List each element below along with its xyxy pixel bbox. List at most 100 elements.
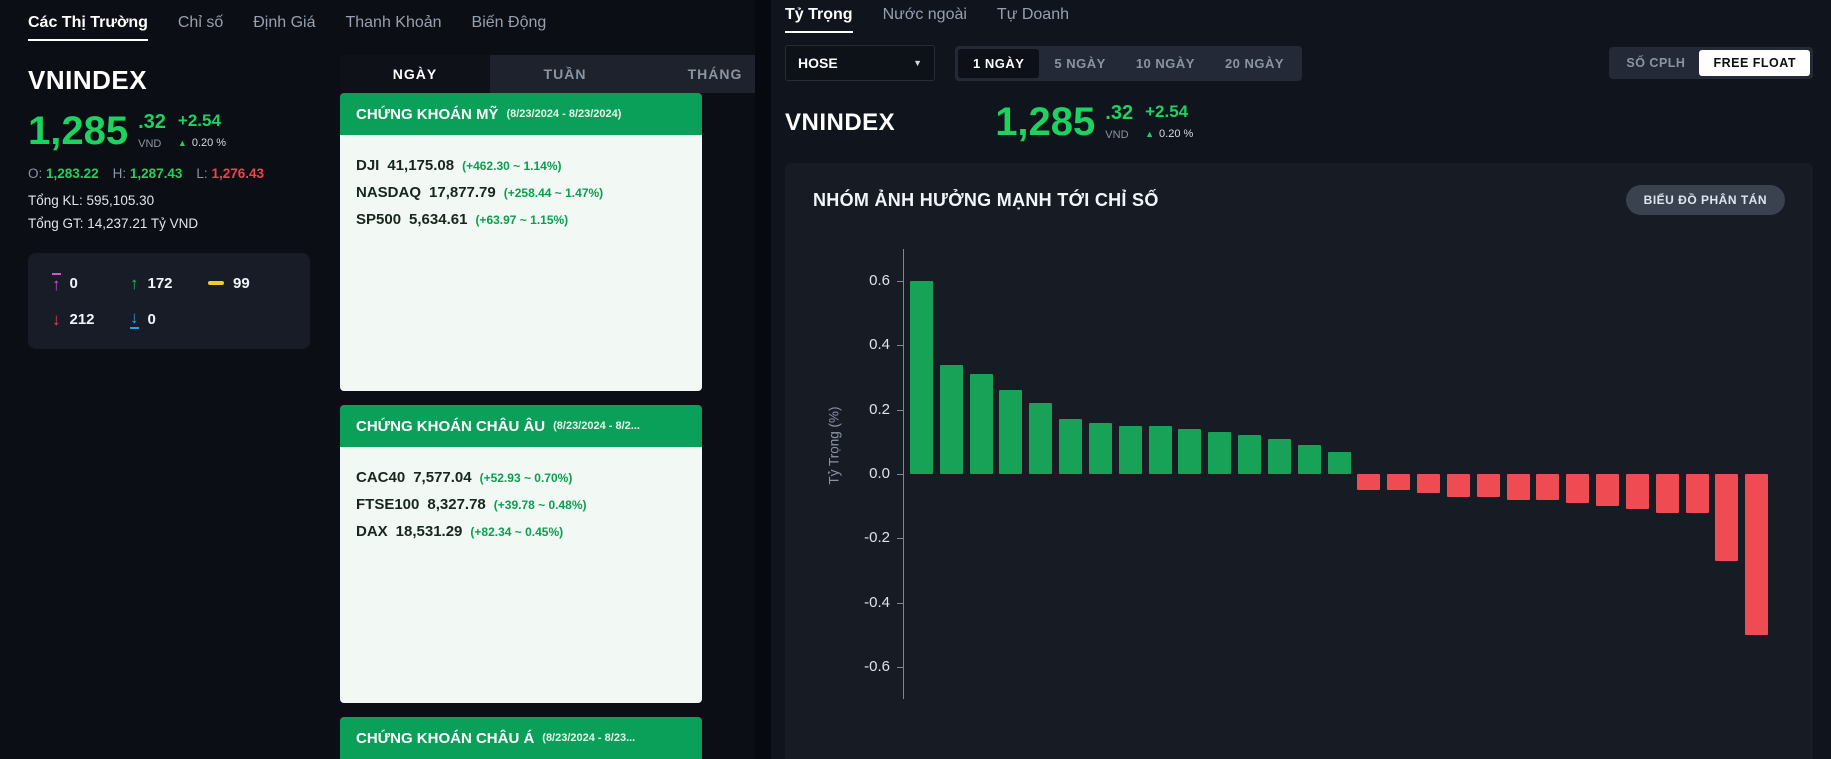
market-row: CAC40 7,577.04 (+52.93 ~ 0.70%) [356, 469, 686, 486]
y-axis-label: Tỷ Trọng (%) [826, 406, 842, 485]
open-value: 1,283.22 [46, 166, 99, 181]
float-toggle: SỐ CPLH FREE FLOAT [1609, 47, 1813, 79]
period-tab-ngày[interactable]: NGÀY [340, 55, 490, 93]
right-price-block: 1,285 .32 VND +2.54 ▲ 0.20 % [995, 102, 1194, 142]
unchanged-icon [208, 281, 224, 285]
up-triangle-icon: ▲ [177, 137, 187, 148]
market-card-header: CHỨNG KHOÁN CHÂU Á (8/23/2024 - 8/23... [340, 717, 702, 759]
market-symbol: CAC40 [356, 469, 406, 486]
index-change: +2.54 [177, 111, 221, 130]
market-change: (+258.44 ~ 1.47%) [503, 186, 604, 200]
market-card: CHỨNG KHOÁN CHÂU ÂU (8/23/2024 - 8/2... CA… [340, 405, 702, 703]
market-value: 5,634.61 [409, 211, 468, 228]
y-tick-mark [897, 345, 904, 347]
markets-section: Các Thị Trường Chỉ số Định Giá Thanh Khoản B… [0, 0, 755, 759]
controls-row: HOSE ▼ 1 NGÀY 5 NGÀY 10 NGÀY 20 NGÀY SỐ CPL… [785, 45, 1813, 81]
bar [939, 364, 963, 474]
toggle-số-cplh[interactable]: SỐ CPLH [1626, 56, 1686, 70]
tab-chỉ-số[interactable]: Chỉ số [177, 14, 224, 31]
market-symbol: SP500 [356, 211, 402, 228]
index-price-decimal: .32 [138, 111, 166, 133]
right-index-row: VNINDEX 1,285 .32 VND +2.54 ▲ 0.20 % [785, 102, 1813, 142]
market-card-date-range: (8/23/2024 - 8/2... [553, 420, 640, 432]
up-triangle-icon: ▲ [1145, 128, 1155, 139]
bar [1327, 451, 1351, 474]
period-button-group: 1 NGÀY 5 NGÀY 10 NGÀY 20 NGÀY [955, 45, 1303, 81]
toggle-free-float[interactable]: FREE FLOAT [1699, 50, 1810, 76]
period-button-5-ngày[interactable]: 5 NGÀY [1054, 55, 1106, 71]
breadth-unchanged: 99 [208, 273, 286, 293]
scatter-chart-button[interactable]: BIỂU ĐỒ PHÂN TÁN [1625, 185, 1785, 215]
tab-nước-ngoài[interactable]: Nước ngoài [882, 6, 967, 23]
market-row: DAX 18,531.29 (+82.34 ~ 0.45%) [356, 523, 686, 540]
y-tick-label: 0.2 [869, 400, 890, 418]
bar [1536, 474, 1560, 500]
market-symbol: DJI [356, 157, 380, 174]
chart-body: Tỷ Trọng (%) 0.6 0.4 0.2 0.0 -0.2 -0.4 -0.6 [813, 249, 1785, 699]
tab-tỷ-trọng[interactable]: Tỷ Trọng [785, 6, 853, 33]
market-card-header: CHỨNG KHOÁN MỸ (8/23/2024 - 8/23/2024) [340, 93, 702, 135]
currency-label: VND [1105, 129, 1129, 141]
market-symbol: FTSE100 [356, 496, 420, 513]
market-breadth-box: ↑ 0 ↑ 172 99 ↓ 212 ↓ 0 [28, 253, 310, 349]
market-card-title: CHỨNG KHOÁN CHÂU ÂU [356, 417, 546, 435]
market-card: CHỨNG KHOÁN MỸ (8/23/2024 - 8/23/2024) DJI… [340, 93, 702, 391]
breadth-decline: ↓ 212 [52, 309, 130, 329]
index-summary-panel: Các Thị Trường Chỉ số Định Giá Thanh Khoản B… [0, 0, 546, 759]
bar [1685, 474, 1709, 513]
bar [1476, 474, 1500, 497]
market-row: FTSE100 8,327.78 (+39.78 ~ 0.48%) [356, 496, 686, 513]
ceiling-icon: ↑ [52, 273, 61, 294]
index-price-decimal: .32 [1105, 102, 1134, 124]
bar [910, 281, 933, 474]
y-tick-label: 0.6 [869, 272, 890, 290]
market-card-body: CAC40 7,577.04 (+52.93 ~ 0.70%) FTSE100 8,32… [340, 447, 702, 703]
breadth-count: 172 [147, 274, 173, 292]
market-card: CHỨNG KHOÁN CHÂU Á (8/23/2024 - 8/23... [340, 717, 702, 759]
market-card-date-range: (8/23/2024 - 8/23... [542, 732, 636, 744]
period-tab-tháng[interactable]: THÁNG [687, 66, 743, 82]
market-row: SP500 5,634.61 (+63.97 ~ 1.15%) [356, 211, 686, 228]
tab-biến-động[interactable]: Biến Động [471, 14, 547, 31]
breadth-advance: ↑ 172 [130, 273, 208, 293]
period-button-10-ngày[interactable]: 10 NGÀY [1135, 55, 1195, 71]
market-card-header: CHỨNG KHOÁN CHÂU ÂU (8/23/2024 - 8/2... [340, 405, 702, 447]
left-nav: Các Thị Trường Chỉ số Định Giá Thanh Khoản B… [28, 14, 546, 41]
tab-tự-doanh[interactable]: Tự Doanh [996, 6, 1069, 23]
bar-chart-plot: 0.6 0.4 0.2 0.0 -0.2 -0.4 -0.6 [864, 249, 1779, 699]
tab-thanh-khoản[interactable]: Thanh Khoản [345, 14, 442, 31]
tab-các-thị-trường[interactable]: Các Thị Trường [28, 14, 148, 41]
market-value: 17,877.79 [429, 184, 496, 201]
y-tick-label: -0.6 [864, 657, 890, 675]
bar [969, 374, 993, 474]
exchange-select[interactable]: HOSE ▼ [785, 45, 935, 81]
world-market-cards: CHỨNG KHOÁN MỸ (8/23/2024 - 8/23/2024) DJI… [340, 93, 755, 759]
chevron-down-icon: ▼ [913, 58, 922, 68]
high-value: 1,287.43 [129, 166, 183, 181]
market-row: DJI 41,175.08 (+462.30 ~ 1.14%) [356, 157, 686, 174]
world-markets-panel: NGÀY TUẦN THÁNG CHỨNG KHOÁN MỸ (8/23/2024 -… [340, 0, 755, 759]
bar [1506, 474, 1530, 500]
totals-block: Tổng KL: 595,105.30 Tổng GT: 14,237.21 T… [28, 193, 340, 231]
period-tab-tuần[interactable]: TUẦN [543, 66, 587, 82]
floor-icon: ↓ [130, 308, 139, 329]
index-change-pct: 0.20 % [1159, 127, 1194, 140]
bar [1029, 403, 1053, 474]
index-change-pct: 0.20 % [191, 136, 227, 149]
period-button-20-ngày[interactable]: 20 NGÀY [1224, 55, 1285, 71]
market-symbol: DAX [356, 523, 388, 540]
market-change: (+462.30 ~ 1.14%) [462, 159, 562, 173]
exchange-selected-value: HOSE [798, 55, 838, 71]
y-tick-label: -0.4 [864, 593, 890, 611]
bar [1745, 474, 1769, 635]
panel-divider [755, 0, 771, 759]
bar [1208, 432, 1232, 474]
bar [1596, 474, 1620, 507]
decline-icon: ↓ [52, 309, 61, 329]
y-tick-mark [897, 666, 904, 668]
tab-định-giá[interactable]: Định Giá [253, 14, 316, 31]
breadth-count: 212 [69, 310, 95, 328]
y-tick-label: -0.2 [864, 529, 890, 547]
left-price-block: 1,285 .32 VND +2.54 ▲ 0.20 % [28, 111, 340, 151]
period-button-1-ngày[interactable]: 1 NGÀY [958, 48, 1040, 78]
